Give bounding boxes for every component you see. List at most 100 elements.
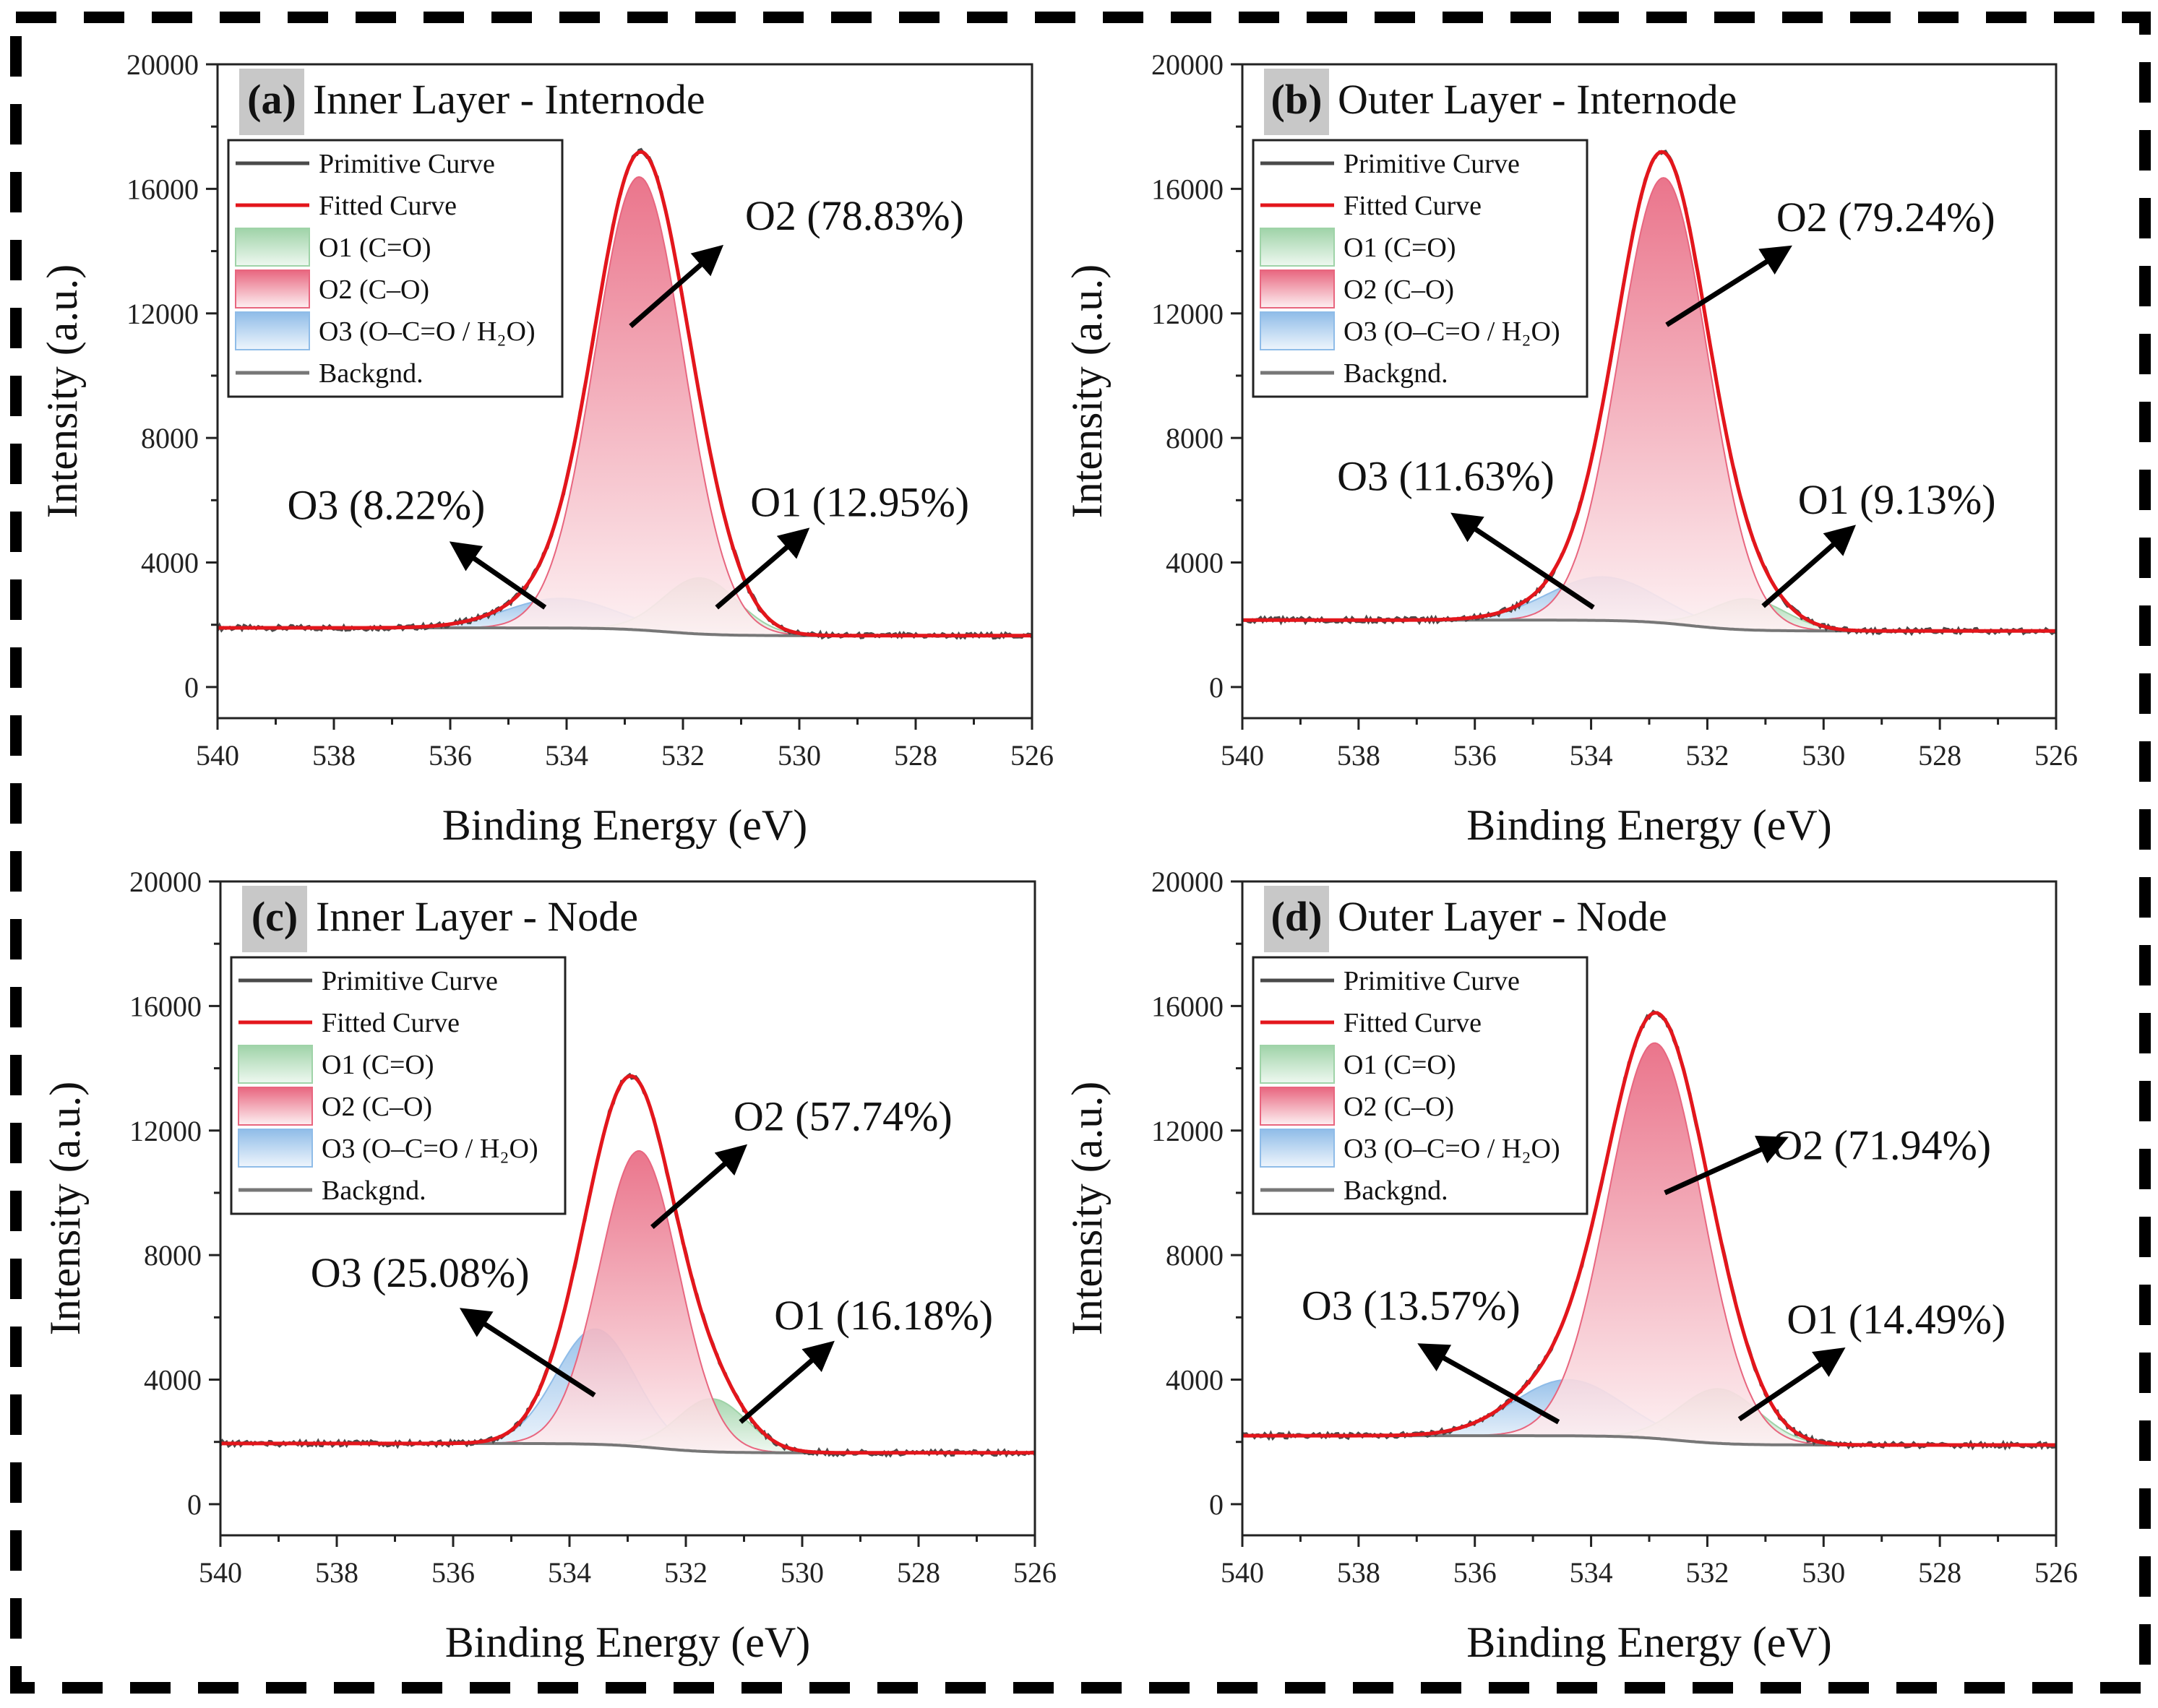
- panel-title: Inner Layer - Node: [316, 893, 638, 940]
- legend-swatch-o1: [238, 1045, 313, 1084]
- peak-label-o2: O2 (57.74%): [734, 1093, 953, 1140]
- x-tick-label: 532: [1685, 739, 1729, 772]
- legend-label: O1 (C=O): [1344, 233, 1456, 263]
- peak-arrow-o2: [1664, 1135, 1789, 1196]
- y-tick-label: 0: [1209, 1488, 1224, 1521]
- panel-tag-box: [1264, 886, 1329, 952]
- legend-box: [1252, 956, 1589, 1215]
- panel-a: 540 538 536 534 532 530 528 526 0 4000 8000 12000 16…: [38, 48, 1054, 849]
- plot-area: [1242, 150, 2056, 637]
- panel-title: Inner Layer - Internode: [313, 76, 705, 123]
- legend-swatch-o2: [238, 1087, 313, 1126]
- x-tick-label: 536: [1453, 1556, 1497, 1589]
- legend-swatch-o1: [1260, 1045, 1335, 1084]
- legend-label: O1 (C=O): [1344, 1050, 1456, 1080]
- peak-label-o2: O2 (78.83%): [745, 192, 964, 239]
- y-tick-label: 20000: [126, 48, 199, 81]
- x-tick-label: 540: [1221, 1556, 1264, 1589]
- y-tick-label: 12000: [1151, 298, 1224, 330]
- x-tick-label: 538: [312, 739, 356, 772]
- peak-label-o3: O3 (8.22%): [288, 481, 486, 528]
- x-tick-label: 526: [1010, 739, 1054, 772]
- panel-title: Outer Layer - Internode: [1338, 76, 1737, 123]
- x-tick-label: 536: [431, 1556, 475, 1589]
- legend-swatch-o3: [1260, 1129, 1335, 1168]
- y-tick-label: 0: [184, 671, 199, 704]
- legend-label: O2 (C–O): [1344, 1092, 1454, 1122]
- y-tick-label: 16000: [1151, 990, 1224, 1022]
- panel-tag: (c): [252, 893, 298, 940]
- legend-box: [227, 139, 564, 398]
- x-tick-label: 532: [1685, 1556, 1729, 1589]
- y-tick-label: 20000: [129, 866, 202, 898]
- y-tick-label: 16000: [126, 173, 199, 205]
- legend-label: O3 (O–C=O / H₂O): [1344, 316, 1560, 347]
- peak-arrow-o1: [715, 527, 810, 610]
- x-tick-label: 534: [1570, 739, 1613, 772]
- y-tick-label: 12000: [129, 1115, 202, 1147]
- y-tick-label: 4000: [1166, 1364, 1224, 1397]
- y-tick-label: 4000: [141, 547, 199, 579]
- y-tick-label: 8000: [1166, 1239, 1224, 1272]
- peak-arrow-o2: [650, 1144, 748, 1229]
- legend-box: [230, 956, 567, 1215]
- x-tick-label: 530: [778, 739, 821, 772]
- legend-label: Fitted Curve: [1344, 191, 1482, 221]
- fitted-curve: [1242, 1011, 2056, 1447]
- panel-tag-box: [242, 886, 307, 952]
- x-tick-label: 526: [2034, 739, 2078, 772]
- x-tick-label: 528: [897, 1556, 940, 1589]
- legend-label: Fitted Curve: [319, 191, 457, 221]
- legend-label: Primitive Curve: [322, 966, 498, 996]
- legend-label: O2 (C–O): [1344, 275, 1454, 305]
- peak-label-o1: O1 (16.18%): [774, 1292, 993, 1339]
- x-tick-label: 536: [429, 739, 472, 772]
- x-tick-label: 530: [1802, 739, 1845, 772]
- panel-tag-box: [239, 69, 304, 135]
- plot-area: [220, 1072, 1035, 1458]
- x-tick-label: 528: [1918, 739, 1961, 772]
- y-tick-label: 8000: [1166, 422, 1224, 454]
- x-tick-label: 532: [661, 739, 705, 772]
- y-tick-label: 20000: [1151, 866, 1224, 898]
- peak-label-o1: O1 (14.49%): [1787, 1295, 2006, 1342]
- dashed-frame: [10, 12, 2151, 1694]
- legend-swatch-o1: [1260, 228, 1335, 267]
- fitted-curve: [1242, 150, 2056, 633]
- x-tick-label: 540: [1221, 739, 1264, 772]
- legend-label: Backgnd.: [322, 1176, 426, 1206]
- legend-swatch-o2: [235, 269, 310, 309]
- legend-box: [1252, 139, 1589, 398]
- x-axis-label: Binding Energy (eV): [1466, 1618, 1831, 1666]
- peak-label-o3: O3 (13.57%): [1302, 1282, 1521, 1329]
- legend-label: Backgnd.: [1344, 358, 1448, 389]
- peak-arrow-o2: [629, 244, 724, 329]
- plot-area: [1242, 1009, 2056, 1451]
- y-tick-label: 16000: [129, 990, 202, 1022]
- legend-label: O2 (C–O): [322, 1092, 432, 1122]
- legend-label: O3 (O–C=O / H₂O): [319, 316, 536, 347]
- legend-swatch-o3: [235, 311, 310, 350]
- x-tick-label: 534: [545, 739, 588, 772]
- x-tick-label: 526: [2034, 1556, 2078, 1589]
- panel-tag-box: [1264, 69, 1329, 135]
- peak-label-o2: O2 (79.24%): [1776, 194, 1995, 241]
- panel-tag: (b): [1271, 76, 1323, 123]
- x-tick-label: 532: [664, 1556, 708, 1589]
- legend: Primitive Curve Fitted Curve O1 (C=O) O2 (C…: [1252, 956, 1589, 1215]
- y-tick-label: 16000: [1151, 173, 1224, 205]
- peak-arrow-o3: [459, 1308, 596, 1398]
- peak-label-o3: O3 (25.08%): [311, 1249, 530, 1296]
- y-axis-label: Intensity (a.u.): [1063, 264, 1111, 519]
- legend-swatch-o3: [1260, 311, 1335, 350]
- y-tick-label: 12000: [1151, 1115, 1224, 1147]
- legend-label: Primitive Curve: [1344, 149, 1520, 179]
- legend-label: O1 (C=O): [322, 1050, 434, 1080]
- fitted-curve: [220, 1074, 1035, 1455]
- panel-tag: (a): [247, 76, 296, 123]
- legend: Primitive Curve Fitted Curve O1 (C=O) O2 (C…: [1252, 139, 1589, 398]
- x-tick-label: 540: [199, 1556, 242, 1589]
- x-tick-label: 538: [315, 1556, 358, 1589]
- plot-area: [218, 147, 1032, 640]
- panel-tag: (d): [1271, 893, 1323, 940]
